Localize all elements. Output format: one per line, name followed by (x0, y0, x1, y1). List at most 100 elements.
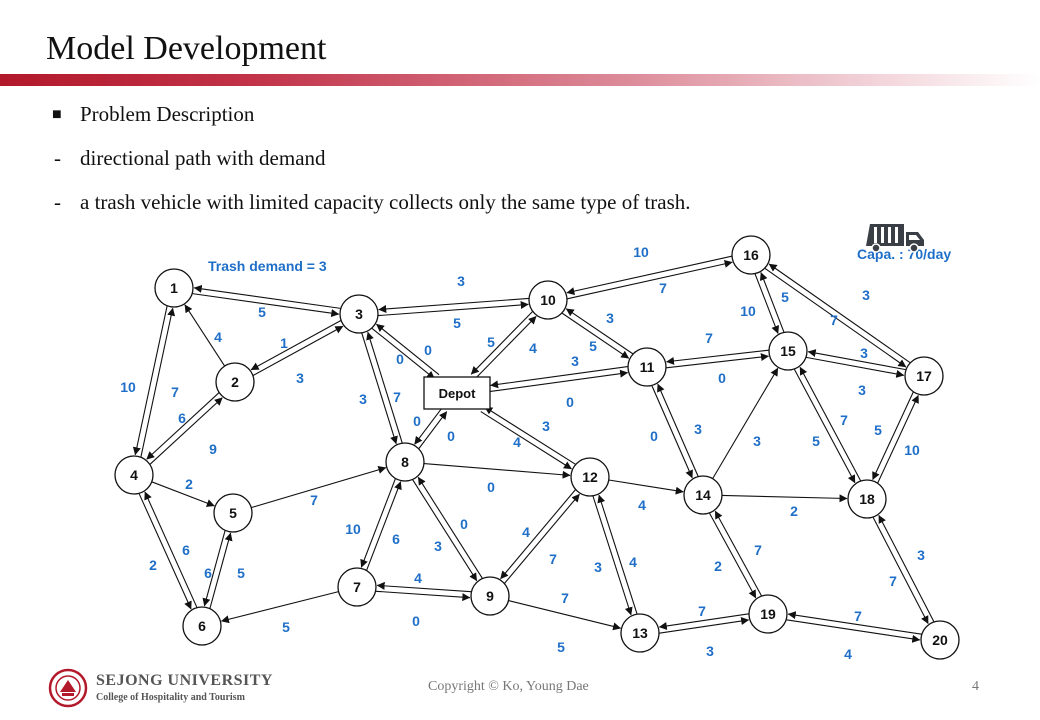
edge-16-to-10 (566, 255, 732, 296)
edge-weight-label: 10 (633, 244, 649, 260)
edge-depot-to-11 (490, 369, 629, 393)
node-label: 10 (540, 292, 556, 308)
node-label: 14 (695, 487, 711, 503)
edge-weight-label: 3 (542, 418, 550, 434)
edge-3-to-10 (378, 301, 529, 317)
edge-weight-label: 4 (214, 329, 222, 345)
edge-9-to-8 (417, 476, 483, 579)
edge-weight-label: 6 (204, 565, 212, 581)
edge-8-to-12 (423, 462, 571, 479)
edge-weight-label: 7 (754, 542, 762, 558)
edge-13-to-12 (597, 494, 638, 615)
edge-5-to-6 (202, 530, 226, 607)
bullet-item: ■ Problem Description (52, 100, 952, 144)
node-16: 16 (731, 235, 771, 275)
bullet-text: Problem Description (80, 102, 255, 126)
node-label: 3 (355, 306, 363, 322)
node-label: 12 (582, 469, 598, 485)
edge-weight-label: 4 (522, 524, 530, 540)
edge-weight-label: 4 (844, 646, 852, 662)
edge-11-to-14 (651, 385, 693, 479)
node-15: 15 (768, 331, 808, 371)
edge-14-to-18 (721, 494, 848, 503)
edge-10-to-16 (567, 259, 733, 300)
edge-12-to-depot (484, 406, 576, 465)
edge-weight-label: 4 (629, 554, 637, 570)
edge-3-to-8 (361, 332, 398, 445)
edge-weight-label: 7 (705, 330, 713, 346)
edge-10-to-depot (470, 311, 533, 375)
edge-weight-label: 0 (718, 370, 726, 386)
node-label: 15 (780, 343, 796, 359)
edge-weight-label: 3 (296, 370, 304, 386)
edge-4-to-2 (149, 397, 223, 465)
edge-weight-label: 4 (513, 434, 521, 450)
edge-weight-label: 5 (237, 565, 245, 581)
edge-9-to-7 (376, 581, 472, 593)
edge-weight-label: 4 (638, 497, 646, 513)
edge-weight-label: 3 (694, 421, 702, 437)
node-label: 19 (760, 606, 776, 622)
bullet-dash-marker: - (54, 146, 61, 170)
edge-20-to-18 (878, 514, 935, 623)
edge-15-to-16 (759, 272, 785, 333)
depot-node: Depot (423, 376, 491, 410)
edge-weight-label: 5 (557, 639, 565, 655)
edge-weight-label: 10 (904, 442, 920, 458)
slide-title: Model Development (46, 30, 327, 67)
edge-14-to-19 (708, 512, 757, 599)
node-9: 9 (470, 576, 510, 616)
node-19: 19 (748, 594, 788, 634)
bullet-list: ■ Problem Description - directional path… (52, 100, 952, 232)
edge-12-to-13 (592, 495, 633, 616)
edge-15-to-18 (793, 368, 856, 484)
edge-17-to-16 (768, 263, 911, 364)
node-label: 5 (229, 505, 237, 521)
edge-8-to-3 (366, 331, 403, 444)
edge-18-to-17 (877, 394, 919, 484)
edge-weight-label: 2 (185, 476, 193, 492)
node-6: 6 (182, 606, 222, 646)
edge-11-to-depot (490, 366, 628, 389)
edge-weight-label: 2 (790, 503, 798, 519)
node-label: 4 (130, 467, 138, 483)
edge-weight-label: 10 (740, 303, 756, 319)
edge-weight-label: 5 (874, 422, 882, 438)
node-label: 2 (231, 374, 239, 390)
edge-weight-label: 7 (830, 312, 838, 328)
university-name: SEJONG UNIVERSITY (96, 672, 273, 689)
edge-weight-label: 3 (858, 382, 866, 398)
edge-16-to-15 (754, 273, 780, 334)
edge-weight-label: 6 (178, 410, 186, 426)
edge-weight-label: 4 (414, 570, 422, 586)
edge-weight-label: 3 (706, 643, 714, 659)
edge-weight-label: 2 (149, 557, 157, 573)
edge-7-to-6 (220, 591, 339, 624)
capacity-annotation: Capa. : 70/day (857, 246, 951, 262)
edge-weight-label: 5 (487, 334, 495, 350)
edge-3-to-2 (250, 320, 342, 371)
node-14: 14 (683, 475, 723, 515)
edge-weight-label: 5 (282, 619, 290, 635)
edge-weight-label: 6 (392, 531, 400, 547)
edge-13-to-19 (659, 617, 750, 634)
node-label: 6 (198, 618, 206, 634)
edge-14-to-15 (712, 367, 779, 479)
edge-weight-label: 6 (182, 542, 190, 558)
edge-19-to-14 (714, 510, 763, 597)
edge-weight-label: 3 (457, 273, 465, 289)
edge-weight-label: 3 (917, 547, 925, 563)
edge-2-to-3 (252, 325, 344, 376)
node-10: 10 (528, 280, 568, 320)
node-20: 20 (920, 620, 960, 660)
edge-weight-label: 3 (359, 391, 367, 407)
edges-layer (132, 255, 935, 643)
node-7: 7 (337, 567, 377, 607)
edge-12-to-9 (500, 489, 576, 580)
node-label: Depot (439, 386, 477, 401)
edge-weight-label: 0 (487, 479, 495, 495)
edge-depot-to-10 (474, 316, 537, 380)
edge-18-to-15 (799, 366, 862, 482)
node-label: 18 (859, 491, 875, 507)
